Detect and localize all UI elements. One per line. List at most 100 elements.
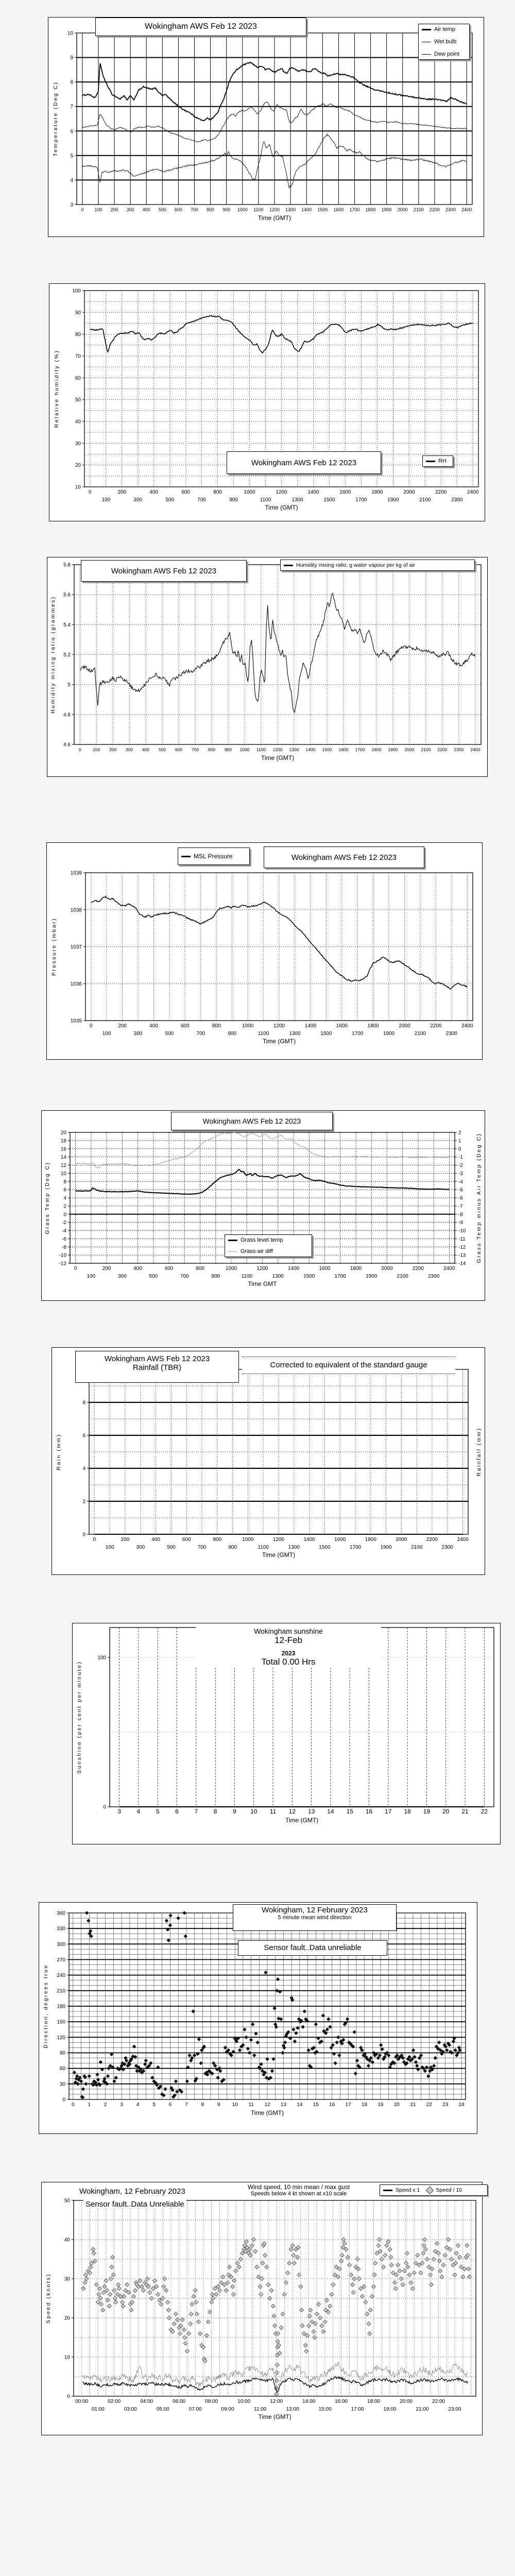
- svg-text:1037: 1037: [71, 944, 82, 950]
- svg-text:40: 40: [75, 419, 81, 425]
- svg-text:1200: 1200: [273, 1537, 285, 1543]
- svg-text:23:00: 23:00: [449, 2406, 461, 2412]
- svg-text:1300: 1300: [288, 1545, 300, 1550]
- svg-text:700: 700: [196, 1031, 205, 1037]
- svg-text:1000: 1000: [242, 1537, 254, 1543]
- dew-point-line-swatch: [422, 54, 431, 55]
- svg-text:18: 18: [404, 1808, 411, 1815]
- air-temp-line-swatch: [422, 28, 431, 30]
- svg-text:1400: 1400: [301, 207, 312, 212]
- svg-text:7: 7: [185, 2102, 188, 2108]
- svg-text:11: 11: [270, 1808, 277, 1815]
- svg-text:Direction, degrees true: Direction, degrees true: [43, 1964, 49, 2048]
- svg-text:200: 200: [109, 747, 116, 752]
- svg-text:1800: 1800: [371, 489, 383, 495]
- svg-text:1400: 1400: [303, 1537, 315, 1543]
- svg-text:Time (GMT): Time (GMT): [285, 1817, 318, 1824]
- svg-text:300: 300: [127, 207, 134, 212]
- svg-text:Time (GMT): Time (GMT): [262, 1551, 295, 1558]
- svg-text:2000: 2000: [404, 747, 414, 752]
- svg-text:6: 6: [70, 129, 73, 134]
- svg-text:100: 100: [72, 289, 81, 294]
- svg-text:1000: 1000: [240, 747, 250, 752]
- svg-text:1900: 1900: [383, 1031, 395, 1037]
- svg-text:50: 50: [75, 397, 81, 403]
- svg-text:6: 6: [169, 2102, 172, 2108]
- svg-text:Relative humidity (%): Relative humidity (%): [54, 350, 60, 428]
- svg-text:2: 2: [63, 1204, 66, 1209]
- svg-text:10: 10: [61, 1171, 67, 1177]
- svg-text:1100: 1100: [258, 1031, 269, 1037]
- svg-text:50: 50: [64, 2198, 71, 2204]
- svg-text:200: 200: [111, 207, 118, 212]
- svg-text:16:00: 16:00: [335, 2399, 348, 2404]
- svg-text:8: 8: [70, 80, 73, 86]
- svg-text:500: 500: [149, 1274, 158, 1279]
- svg-text:1900: 1900: [388, 747, 398, 752]
- svg-text:1700: 1700: [349, 207, 359, 212]
- svg-text:Speed (knots): Speed (knots): [45, 2273, 52, 2324]
- svg-text:20: 20: [394, 2102, 400, 2108]
- svg-text:-6: -6: [62, 1236, 66, 1242]
- svg-text:1600: 1600: [336, 1023, 348, 1029]
- svg-text:10: 10: [250, 1808, 258, 1815]
- svg-text:1900: 1900: [382, 207, 392, 212]
- svg-text:15: 15: [347, 1808, 354, 1815]
- grass-temp-line-swatch: [228, 1239, 237, 1241]
- svg-text:120: 120: [57, 2035, 65, 2041]
- svg-text:23: 23: [442, 2102, 449, 2108]
- mixing-ratio-line-swatch: [284, 564, 293, 566]
- svg-text:1700: 1700: [355, 497, 367, 503]
- svg-text:0: 0: [93, 1537, 96, 1543]
- svg-text:1400: 1400: [305, 1023, 317, 1029]
- svg-text:2400: 2400: [470, 747, 480, 752]
- svg-text:270: 270: [57, 1957, 65, 1963]
- svg-text:1900: 1900: [380, 1545, 392, 1550]
- svg-text:-1: -1: [458, 1155, 463, 1160]
- svg-text:Rainfall (mm): Rainfall (mm): [476, 1428, 482, 1477]
- svg-text:6: 6: [82, 1433, 85, 1439]
- svg-text:300: 300: [134, 1031, 143, 1037]
- svg-text:700: 700: [198, 1545, 207, 1550]
- svg-text:1100: 1100: [241, 1274, 252, 1279]
- svg-text:Rain (mm): Rain (mm): [56, 1433, 62, 1470]
- relative-humidity-chart: 0 100 200 300 400 500 600 700 800 900 1000 1100 1200…: [49, 283, 485, 521]
- svg-text:20: 20: [442, 1808, 450, 1815]
- svg-text:1800: 1800: [371, 747, 381, 752]
- svg-text:2400: 2400: [461, 1023, 473, 1029]
- svg-text:100: 100: [94, 207, 102, 212]
- svg-text:14: 14: [297, 2102, 303, 2108]
- svg-text:10: 10: [232, 2102, 238, 2108]
- svg-text:1500: 1500: [319, 1545, 331, 1550]
- svg-text:1100: 1100: [253, 207, 263, 212]
- svg-text:1038: 1038: [71, 907, 82, 913]
- svg-text:16: 16: [61, 1146, 67, 1152]
- svg-text:60: 60: [60, 2066, 66, 2072]
- svg-text:2100: 2100: [419, 497, 431, 503]
- svg-text:10: 10: [64, 2355, 71, 2361]
- svg-text:2400: 2400: [467, 489, 479, 495]
- svg-text:900: 900: [225, 747, 232, 752]
- svg-text:2100: 2100: [414, 207, 424, 212]
- svg-text:800: 800: [212, 1023, 221, 1029]
- svg-text:1400: 1400: [307, 489, 319, 495]
- svg-text:900: 900: [228, 1031, 236, 1037]
- svg-text:4.6: 4.6: [63, 742, 71, 748]
- svg-text:24: 24: [459, 2102, 465, 2108]
- svg-text:300: 300: [57, 1942, 65, 1947]
- svg-text:5.2: 5.2: [63, 652, 71, 658]
- svg-text:2300: 2300: [445, 207, 456, 212]
- svg-text:Temperature (Deg C): Temperature (Deg C): [53, 81, 59, 156]
- svg-text:400: 400: [149, 489, 158, 495]
- svg-text:5: 5: [70, 153, 73, 159]
- svg-text:4: 4: [82, 1466, 85, 1472]
- svg-text:6: 6: [63, 1188, 66, 1193]
- chart-title: Wokingham AWS Feb 12 2023: [264, 846, 424, 868]
- svg-text:1300: 1300: [291, 497, 303, 503]
- svg-text:-11: -11: [458, 1236, 466, 1242]
- chart-title: Wokingham AWS Feb 12 2023: [95, 18, 306, 36]
- svg-text:40: 40: [64, 2238, 71, 2243]
- svg-text:5: 5: [156, 1808, 160, 1815]
- sunshine-chart: 3 4 5 6 7 8 9 10 11 12 13 14 15 16 17 18 19 20 21 22 0 100 Tim…: [72, 1623, 501, 1844]
